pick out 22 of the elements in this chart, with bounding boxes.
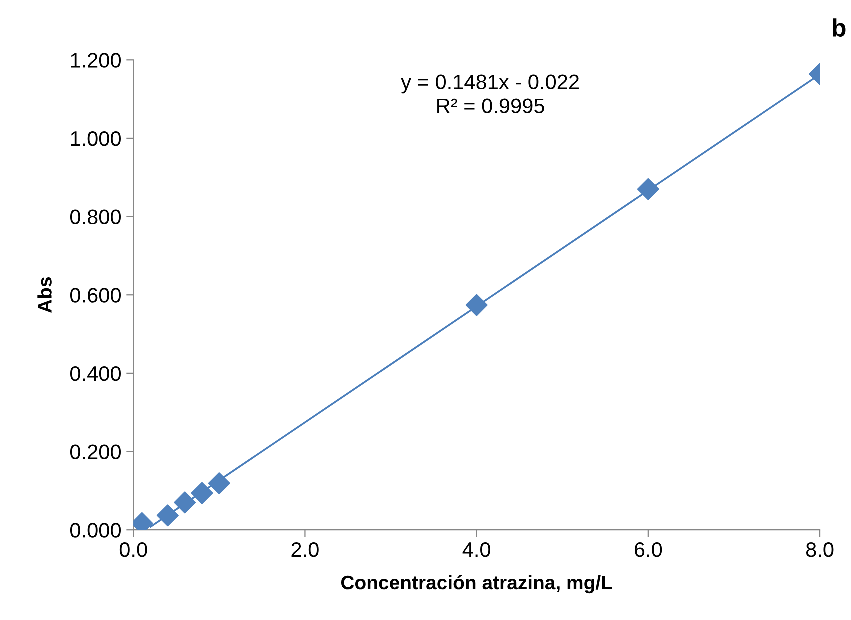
y-tick-label: 0.200	[70, 444, 121, 460]
point	[174, 492, 196, 514]
x-axis-title: Concentración atrazina, mg/L	[341, 575, 612, 594]
x-tick-label: 4.0	[462, 542, 490, 558]
y-tick-label: 0.000	[70, 523, 121, 538]
y-tick-label: 0.600	[70, 288, 121, 303]
point	[637, 178, 660, 200]
chart-title: b	[833, 18, 846, 37]
x-tick-label: 0.0	[120, 542, 148, 558]
point	[191, 482, 214, 504]
x-tick-label: 6.0	[635, 542, 662, 558]
annotation: y = 0.1481x - 0.022 R² = 0.9995	[401, 74, 579, 114]
y-tick-label: 1.200	[71, 53, 121, 68]
y-tick-label: 1.000	[71, 131, 121, 146]
x-tick-label: 2.0	[292, 542, 319, 558]
x-tick-label: 8.0	[806, 542, 834, 558]
point	[466, 294, 488, 316]
y-axis-title: Abs	[38, 278, 52, 314]
point	[208, 472, 230, 494]
y-tick-label: 0.400	[70, 366, 121, 382]
point	[156, 504, 179, 527]
y-tick-label: 0.800	[70, 210, 121, 225]
